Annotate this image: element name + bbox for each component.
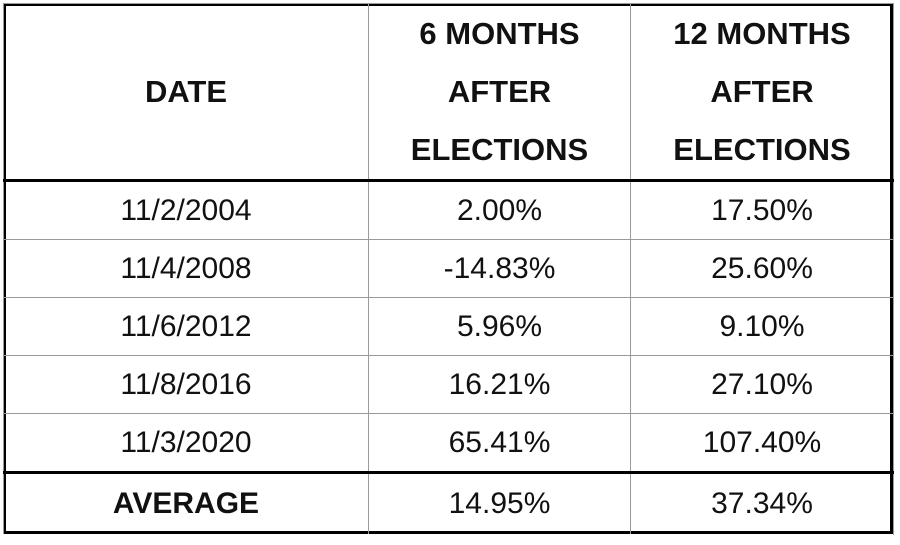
table-row: 11/8/2016 16.21% 27.10% <box>3 355 894 414</box>
header-six-months-line-3: ELECTIONS <box>410 131 589 167</box>
average-row: AVERAGE 14.95% 37.34% <box>3 471 894 535</box>
twelve-months-cell: 107.40% <box>630 413 894 473</box>
date-cell: 11/6/2012 <box>3 297 369 356</box>
average-six-months: 14.95% <box>368 471 631 535</box>
election-returns-table: DATE 6 MONTHS AFTER ELECTIONS 12 MONTHS … <box>3 3 894 535</box>
twelve-months-cell: 17.50% <box>630 180 894 240</box>
header-twelve-months: 12 MONTHS AFTER ELECTIONS <box>630 3 894 182</box>
twelve-months-cell: 9.10% <box>630 297 894 356</box>
header-row: DATE 6 MONTHS AFTER ELECTIONS 12 MONTHS … <box>3 3 894 182</box>
twelve-months-cell: 27.10% <box>630 355 894 414</box>
six-months-cell: 5.96% <box>368 297 631 356</box>
date-cell: 11/2/2004 <box>3 180 369 240</box>
six-months-cell: 16.21% <box>368 355 631 414</box>
date-cell: 11/4/2008 <box>3 239 369 298</box>
table-row: 11/2/2004 2.00% 17.50% <box>3 180 894 240</box>
date-cell: 11/3/2020 <box>3 413 369 473</box>
header-six-months-line-1: 6 MONTHS <box>419 15 580 51</box>
average-label: AVERAGE <box>3 471 369 535</box>
six-months-cell: -14.83% <box>368 239 631 298</box>
table-row: 11/6/2012 5.96% 9.10% <box>3 297 894 356</box>
header-date-label: DATE <box>144 73 228 109</box>
table-row: 11/3/2020 65.41% 107.40% <box>3 413 894 473</box>
six-months-cell: 2.00% <box>368 180 631 240</box>
page-bottom-margin <box>3 534 893 545</box>
twelve-months-cell: 25.60% <box>630 239 894 298</box>
header-six-months: 6 MONTHS AFTER ELECTIONS <box>368 3 631 182</box>
header-twelve-months-line-3: ELECTIONS <box>673 131 851 167</box>
date-cell: 11/8/2016 <box>3 355 369 414</box>
table-row: 11/4/2008 -14.83% 25.60% <box>3 239 894 298</box>
header-six-months-line-2: AFTER <box>447 73 552 109</box>
header-twelve-months-line-1: 12 MONTHS <box>673 15 851 51</box>
six-months-cell: 65.41% <box>368 413 631 473</box>
header-twelve-months-line-2: AFTER <box>710 73 814 109</box>
average-twelve-months: 37.34% <box>630 471 894 535</box>
header-date: DATE <box>3 3 369 182</box>
